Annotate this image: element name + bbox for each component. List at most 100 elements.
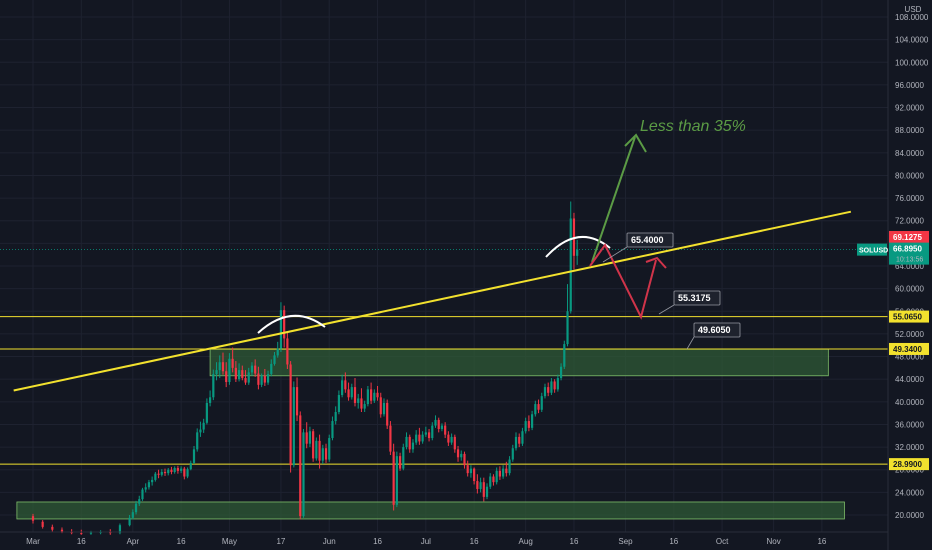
candle-body bbox=[424, 432, 427, 435]
candle-body bbox=[537, 404, 540, 410]
candle-body bbox=[531, 414, 534, 428]
candle-body bbox=[89, 532, 93, 534]
top-arc-right bbox=[545, 235, 611, 258]
candle-body bbox=[363, 404, 366, 409]
candle-body bbox=[225, 371, 228, 383]
time-tick-label: 16 bbox=[669, 537, 678, 546]
price-tags: 55.0650 49.3400 28.9900 69.1275 66.8950 10:13… bbox=[857, 230, 929, 471]
time-tick-label: 16 bbox=[817, 537, 826, 546]
candle-body bbox=[228, 358, 231, 383]
analysis-drawings: Less than 35% bbox=[13, 118, 852, 392]
time-tick-label: Aug bbox=[519, 537, 533, 546]
price-annotations: 65.4000 55.3175 49.6050 bbox=[602, 232, 741, 350]
candle-body bbox=[321, 448, 324, 461]
candle-body bbox=[186, 469, 189, 477]
candle-body bbox=[518, 436, 521, 444]
candle-body bbox=[447, 434, 450, 443]
candle-body bbox=[292, 387, 295, 466]
callout-box bbox=[693, 322, 741, 338]
support-zone bbox=[16, 501, 845, 520]
level-tag bbox=[889, 458, 929, 471]
candle-body bbox=[299, 415, 302, 517]
candle-body bbox=[389, 425, 392, 452]
price-tick-label: 44.0000 bbox=[895, 375, 924, 384]
price-tick-label: 84.0000 bbox=[895, 149, 924, 158]
grid-lines bbox=[0, 0, 888, 532]
candle-body bbox=[237, 370, 241, 380]
price-tick-label: 24.0000 bbox=[895, 488, 924, 497]
candle-body bbox=[431, 425, 434, 439]
time-tick-label: 17 bbox=[276, 537, 285, 546]
price-tick-label: 76.0000 bbox=[895, 194, 924, 203]
price-tick-label: 40.0000 bbox=[895, 398, 924, 407]
candle-body bbox=[357, 398, 360, 403]
candle-body bbox=[508, 459, 511, 474]
candle-body bbox=[270, 363, 273, 375]
candle-body bbox=[473, 468, 476, 482]
candle-body bbox=[350, 387, 353, 398]
candle-body bbox=[492, 476, 495, 483]
price-axis[interactable]: USD 20.0000 24.0000 28.0000 32.0000 36.0000 40… bbox=[887, 0, 929, 550]
candle-body bbox=[170, 469, 173, 472]
candle-body bbox=[328, 438, 331, 460]
candle-body bbox=[289, 364, 292, 466]
candle-body bbox=[205, 402, 208, 423]
candle-body bbox=[128, 517, 131, 526]
price-tick-label: 20.0000 bbox=[895, 511, 924, 520]
candle-body bbox=[244, 378, 247, 383]
candle-body bbox=[415, 434, 418, 443]
candle-body bbox=[476, 481, 479, 489]
candle-body bbox=[183, 468, 186, 477]
candle-body bbox=[370, 389, 373, 401]
candle-body bbox=[263, 375, 266, 383]
candle-body bbox=[324, 448, 328, 460]
candle-body bbox=[411, 442, 415, 450]
candle-body bbox=[392, 451, 395, 505]
symbol-tag bbox=[857, 243, 887, 256]
candle-body bbox=[373, 392, 376, 401]
candle-body bbox=[131, 512, 134, 518]
candle-body bbox=[31, 516, 35, 521]
candle-body bbox=[231, 358, 234, 368]
horizontal-levels bbox=[0, 249, 888, 465]
candle-body bbox=[466, 465, 469, 474]
time-tick-label: Oct bbox=[716, 537, 729, 546]
candle-body bbox=[254, 365, 257, 374]
price-tick-label: 108.0000 bbox=[895, 13, 929, 22]
candle-body bbox=[440, 425, 444, 429]
candle-body bbox=[398, 456, 402, 469]
candle-body bbox=[511, 448, 514, 460]
candle-body bbox=[366, 389, 369, 405]
time-axis[interactable]: Mar 16 Apr 16 May 17 Jun 16 Jul 16 Aug 16 Sep 16 Oct No… bbox=[0, 531, 888, 546]
candle-body bbox=[241, 370, 244, 379]
time-tick-label: 16 bbox=[77, 537, 86, 546]
candle-body bbox=[547, 387, 550, 393]
candle-body bbox=[576, 249, 579, 256]
time-tick-label: Jul bbox=[421, 537, 431, 546]
candle-body bbox=[144, 487, 147, 490]
scenario-arrowhead bbox=[645, 256, 667, 269]
price-tick-label: 52.0000 bbox=[895, 330, 924, 339]
candle-body bbox=[295, 387, 299, 416]
candle-body bbox=[463, 453, 466, 466]
candle-body bbox=[154, 473, 157, 480]
candle-body bbox=[550, 381, 553, 393]
callout-box bbox=[673, 290, 721, 306]
candle-body bbox=[527, 421, 530, 428]
price-tick-label: 72.0000 bbox=[895, 217, 924, 226]
candle-body bbox=[408, 436, 411, 450]
candle-body bbox=[337, 395, 340, 413]
candle-body bbox=[495, 470, 498, 483]
candle-body bbox=[141, 489, 144, 500]
candle-body bbox=[160, 471, 163, 475]
candle-body bbox=[302, 432, 305, 517]
candle-body bbox=[553, 381, 556, 390]
candle-body bbox=[479, 482, 482, 489]
time-tick-label: 16 bbox=[570, 537, 579, 546]
time-tick-label: Apr bbox=[127, 537, 140, 546]
candle-body bbox=[234, 367, 237, 380]
candle-body bbox=[305, 432, 308, 444]
callout-leader bbox=[686, 336, 695, 350]
price-tick-label: 48.0000 bbox=[895, 353, 924, 362]
